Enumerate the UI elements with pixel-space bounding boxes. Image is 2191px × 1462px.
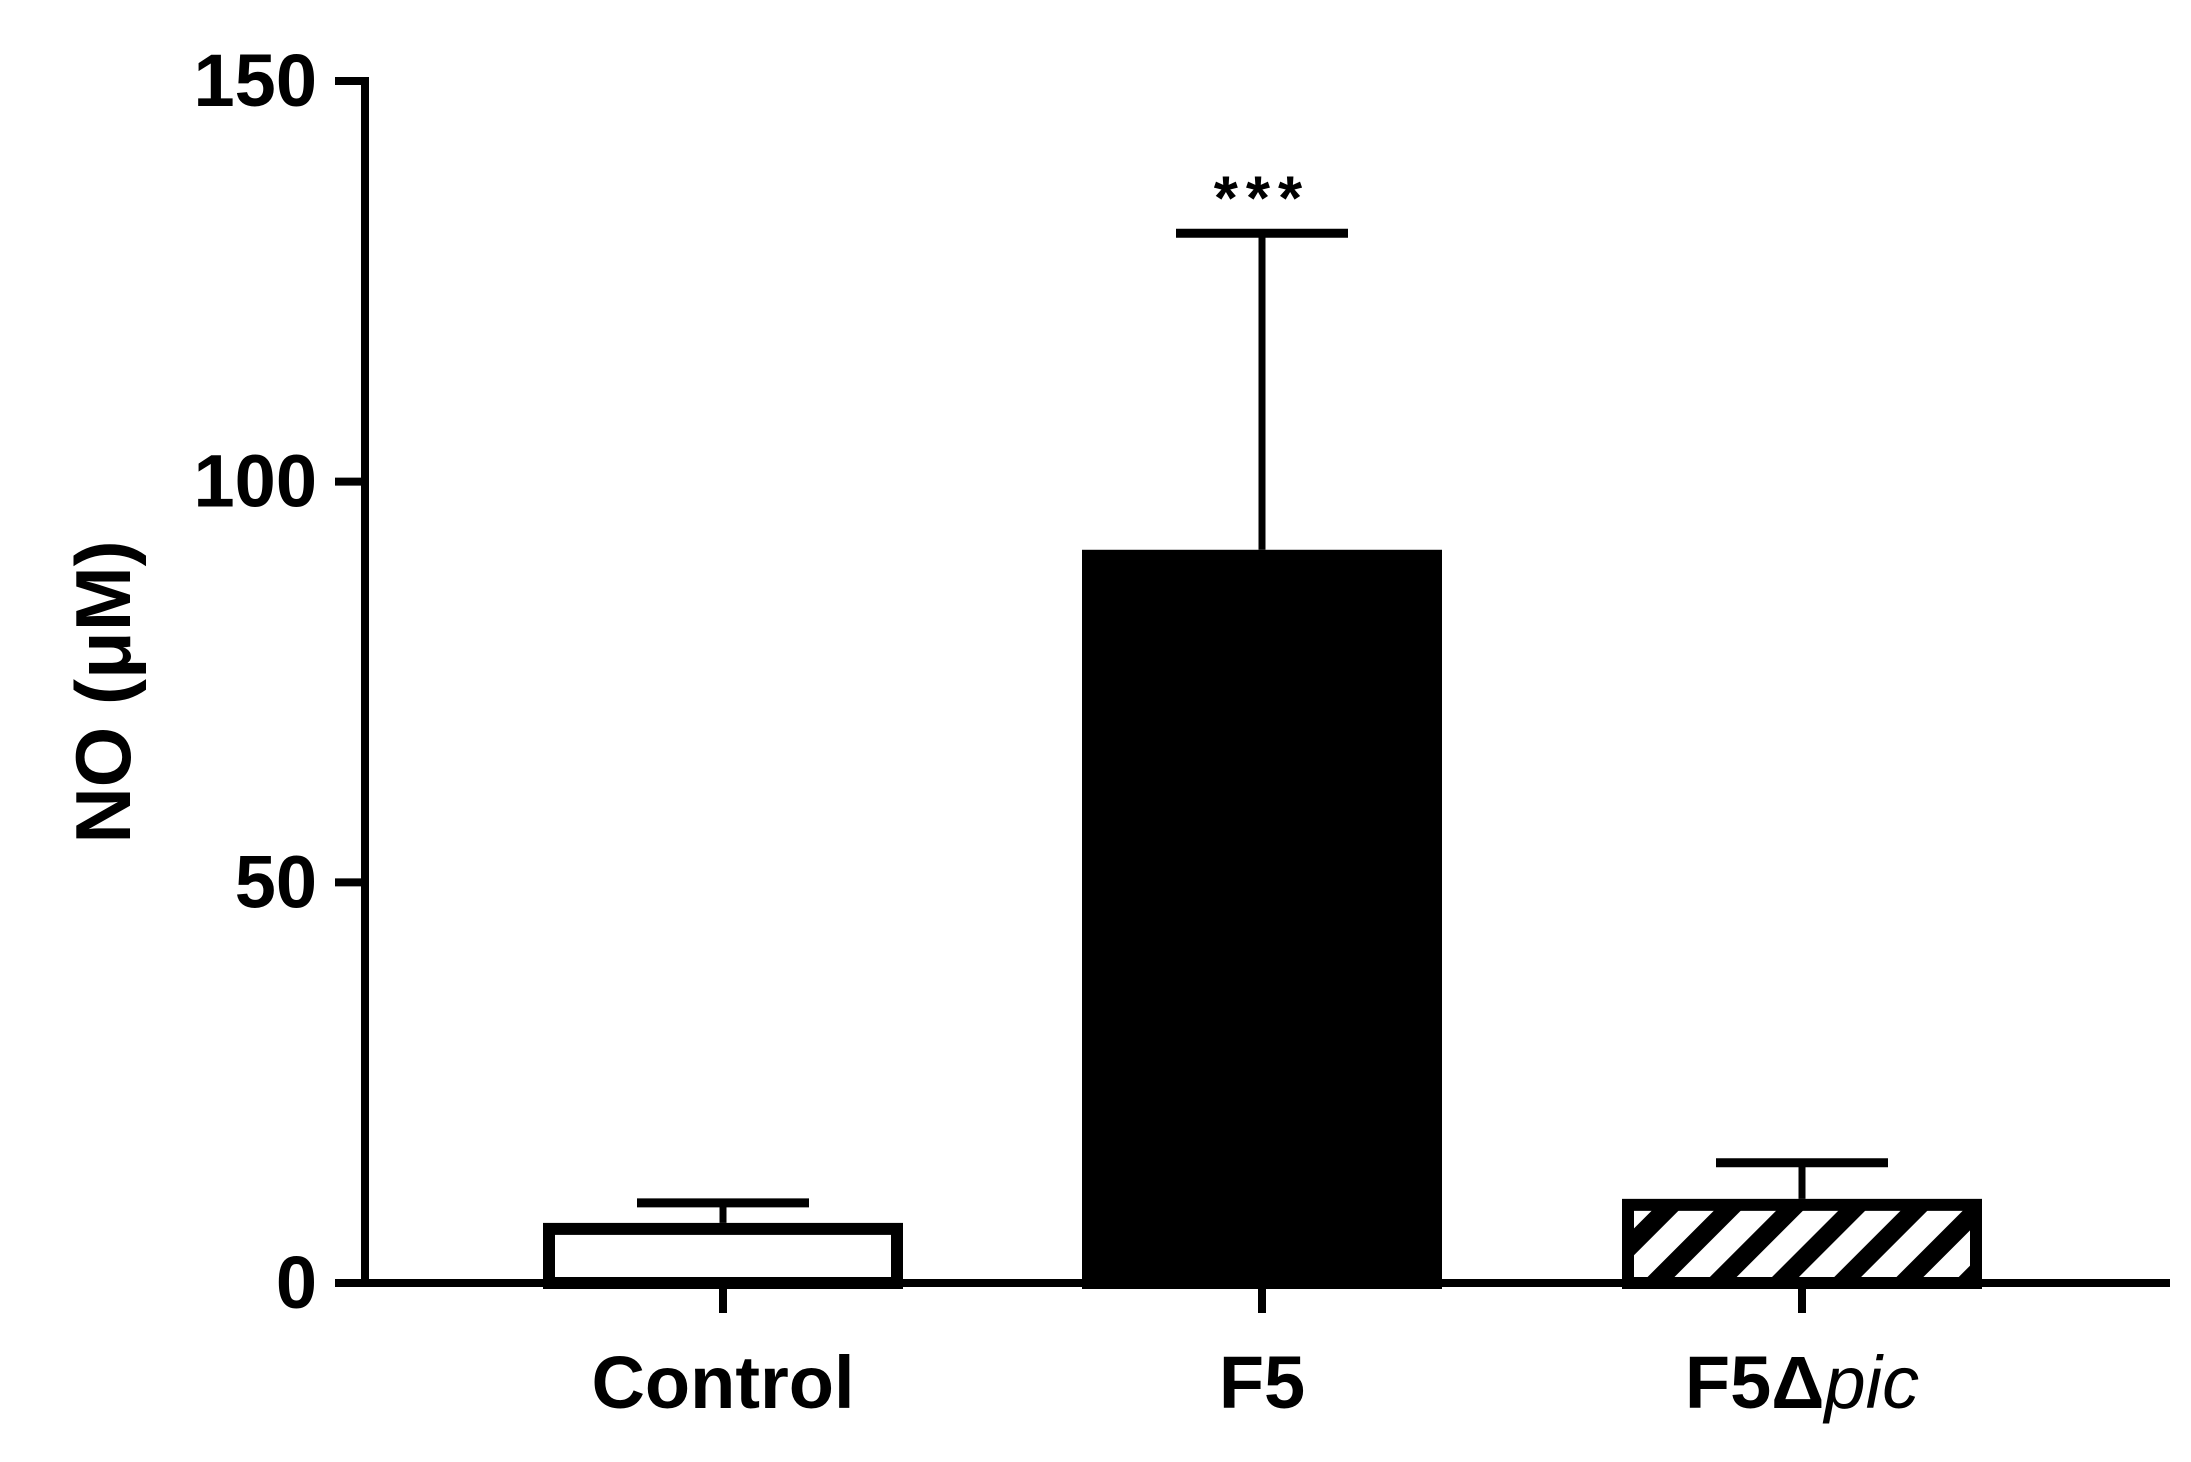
significance-annotation: ***: [1214, 164, 1310, 233]
y-tick-label-50: 50: [235, 840, 317, 923]
bar-control: [543, 1222, 903, 1290]
x-tick-label-control: Control: [591, 1341, 854, 1424]
x-tick-label-f5: F5: [1219, 1341, 1305, 1424]
bar-f5-pic: [1622, 1198, 1982, 1289]
labels-layer: Control F5 F5Δpic ***: [591, 164, 1919, 1424]
x-tick-label-f5-pic: F5Δpic: [1685, 1341, 1919, 1424]
bars-layer: [543, 549, 1982, 1290]
y-tick-label-0: 0: [276, 1241, 317, 1324]
bar-f5: [1082, 549, 1442, 1289]
y-tick-label-100: 100: [194, 440, 317, 523]
y-axis-title: NO (μM): [59, 540, 147, 843]
error-bars-layer: [637, 228, 1888, 1223]
x-ticks-layer: [719, 1283, 1806, 1313]
y-ticks-layer: 0 50 100 150: [194, 39, 365, 1324]
y-tick-label-150: 150: [194, 39, 317, 122]
